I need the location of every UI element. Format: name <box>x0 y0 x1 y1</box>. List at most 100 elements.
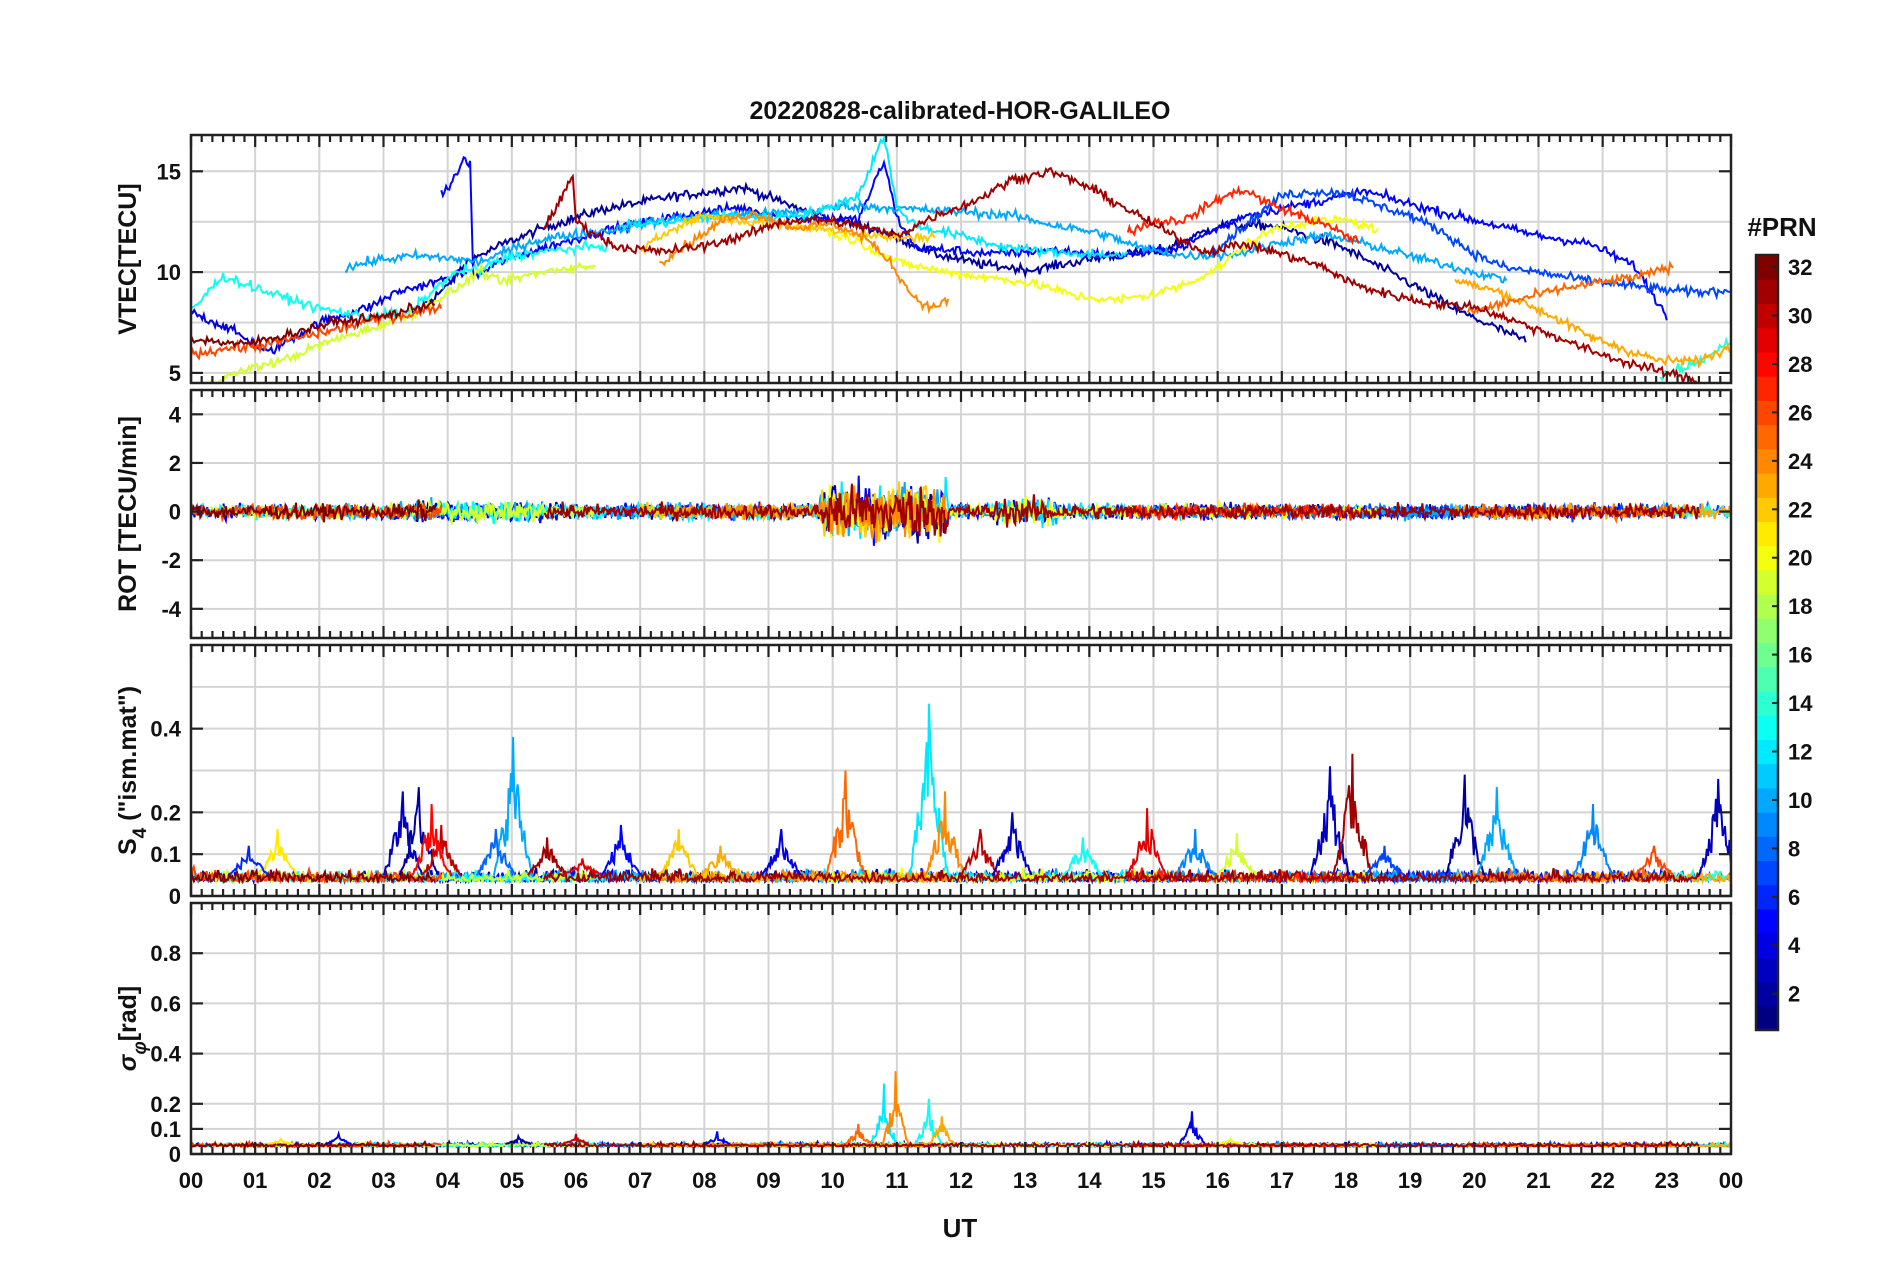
y-tick-label-rot-4: 4 <box>169 402 182 427</box>
x-tick-label-19: 19 <box>1398 1168 1422 1193</box>
s4-event-27 <box>1476 787 1517 876</box>
x-tick-label-7: 07 <box>628 1168 652 1193</box>
sigma-line-prn-32 <box>191 1140 435 1149</box>
colorbar-tick-20: 20 <box>1788 546 1812 571</box>
s4-event-0 <box>382 791 423 876</box>
x-tick-label-8: 08 <box>692 1168 716 1193</box>
y-tick-label-rot-0: -4 <box>161 597 181 622</box>
sigma-event-11 <box>267 1136 295 1145</box>
vtec-line-prn-23 <box>1454 278 1731 369</box>
x-tick-label-1: 01 <box>243 1168 267 1193</box>
colorbar-tick-16: 16 <box>1788 643 1812 668</box>
s4-event-18 <box>992 812 1033 876</box>
vtec-line-prn-2 <box>408 181 1527 343</box>
y-tick-label-rot-2: 0 <box>169 500 181 525</box>
s4-event-19 <box>1062 837 1104 876</box>
y-tick-label-sigma-5: 0.8 <box>150 941 181 966</box>
vtec-line-prn-5 <box>440 155 1668 321</box>
x-tick-label-14: 14 <box>1077 1168 1102 1193</box>
colorbar-tick-30: 30 <box>1788 304 1812 329</box>
panel-sigma: 00.10.2 0.4 0.6 0.8 σφ[rad] <box>114 901 1733 1167</box>
s4-line-prn-32 <box>191 867 435 885</box>
sigma-event-0 <box>870 1083 898 1145</box>
colorbar-label: #PRN <box>1747 212 1816 242</box>
colorbar-segment-20 <box>1756 545 1778 571</box>
colorbar-segment-9 <box>1756 812 1778 837</box>
colorbar-segment-13 <box>1756 715 1778 740</box>
rot-line-prn-31 <box>543 483 1700 537</box>
colorbar-segment-19 <box>1756 569 1778 595</box>
colorbar-segment-11 <box>1756 763 1778 789</box>
x-tick-label-5: 05 <box>500 1168 524 1193</box>
x-tick-label-17: 17 <box>1270 1168 1294 1193</box>
vtec-line-prn-13 <box>191 238 610 322</box>
x-tick-label-13: 13 <box>1013 1168 1037 1193</box>
y-tick-label-sigma-0: 0 <box>169 1142 181 1167</box>
s4-event-20 <box>1126 808 1168 876</box>
y-tick-label-s4-3: 0.4 <box>150 717 181 742</box>
s4-event-7 <box>562 858 603 876</box>
colorbar-segment-6 <box>1756 884 1778 910</box>
y-tick-label-vtec-0: 5 <box>169 361 181 386</box>
colorbar-tick-22: 22 <box>1788 497 1812 522</box>
s4-event-22 <box>1216 833 1257 876</box>
x-tick-label-11: 11 <box>885 1168 908 1193</box>
x-tick-label-18: 18 <box>1334 1168 1358 1193</box>
y-tick-label-rot-3: 2 <box>169 451 181 476</box>
x-tick-label-23: 23 <box>1655 1168 1679 1193</box>
vtec-line-prn-10 <box>344 198 1508 284</box>
series-group-rot <box>191 475 1731 546</box>
panel-s4: 0 0.1 0.2 0.4S4 ("ism.mat") <box>114 643 1733 909</box>
colorbar-segment-15 <box>1756 666 1778 692</box>
colorbar-tick-18: 18 <box>1788 594 1812 619</box>
s4-event-30 <box>1697 778 1731 876</box>
colorbar-segment-3 <box>1756 957 1778 983</box>
rot-line-prn-24 <box>659 485 950 544</box>
x-tick-label-2: 02 <box>307 1168 331 1193</box>
s4-event-4 <box>492 736 534 876</box>
x-axis-label: UT <box>943 1213 978 1243</box>
x-tick-label-4: 04 <box>435 1168 460 1193</box>
rot-line-prn-32 <box>191 499 436 523</box>
y-tick-label-sigma-4: 0.6 <box>150 991 181 1016</box>
y-axis-label-rot: ROT [TECU/min] <box>114 416 142 612</box>
vtec-line-prn-4 <box>191 268 468 355</box>
s4-event-3 <box>411 803 452 876</box>
s4-event-1 <box>398 787 439 876</box>
colorbar-frame <box>1754 253 1780 1032</box>
sigma-event-1 <box>881 1071 910 1145</box>
vtec-line-prn-19 <box>209 260 596 383</box>
y-tick-label-s4-0: 0 <box>169 884 181 909</box>
s4-event-25 <box>1364 845 1405 876</box>
colorbar-segment-18 <box>1756 594 1778 619</box>
colorbar-tick-2: 2 <box>1788 982 1800 1007</box>
vtec-line-prn-25 <box>1466 260 1674 315</box>
x-tick-label-24: 00 <box>1719 1168 1743 1193</box>
s4-event-23 <box>1309 766 1351 876</box>
s4-event-12 <box>700 845 741 876</box>
vtec-line-prn-20 <box>826 214 1379 305</box>
colorbar-tick-28: 28 <box>1788 352 1812 377</box>
colorbar-segment-8 <box>1756 836 1778 862</box>
colorbar-segment-24 <box>1756 448 1778 474</box>
colorbar-tick-32: 32 <box>1788 255 1812 280</box>
series-group-sigma <box>191 1071 1731 1149</box>
y-axis-label-sigma: σφ[rad] <box>114 986 151 1072</box>
colorbar-segment-21 <box>1756 521 1778 547</box>
s4-event-17 <box>960 828 1001 876</box>
y-axis-label-s4: S4 ("ism.mat") <box>114 686 151 855</box>
colorbar-segment-10 <box>1756 787 1778 813</box>
sigma-event-10 <box>505 1133 532 1145</box>
colorbar-tick-4: 4 <box>1788 933 1801 958</box>
colorbar-segment-7 <box>1756 860 1778 886</box>
x-tick-label-21: 21 <box>1526 1168 1550 1193</box>
colorbar-segment-16 <box>1756 642 1778 668</box>
s4-line-prn-31 <box>542 866 1700 886</box>
x-tick-label-16: 16 <box>1205 1168 1229 1193</box>
panel-vtec: 5 10 15 VTEC[TECU] <box>114 133 1733 386</box>
y-axis-label-vtec: VTEC[TECU] <box>114 183 142 334</box>
sigma-line-prn-31 <box>543 1139 1700 1149</box>
sigma-event-8 <box>562 1133 590 1145</box>
colorbar-segment-22 <box>1756 497 1778 523</box>
